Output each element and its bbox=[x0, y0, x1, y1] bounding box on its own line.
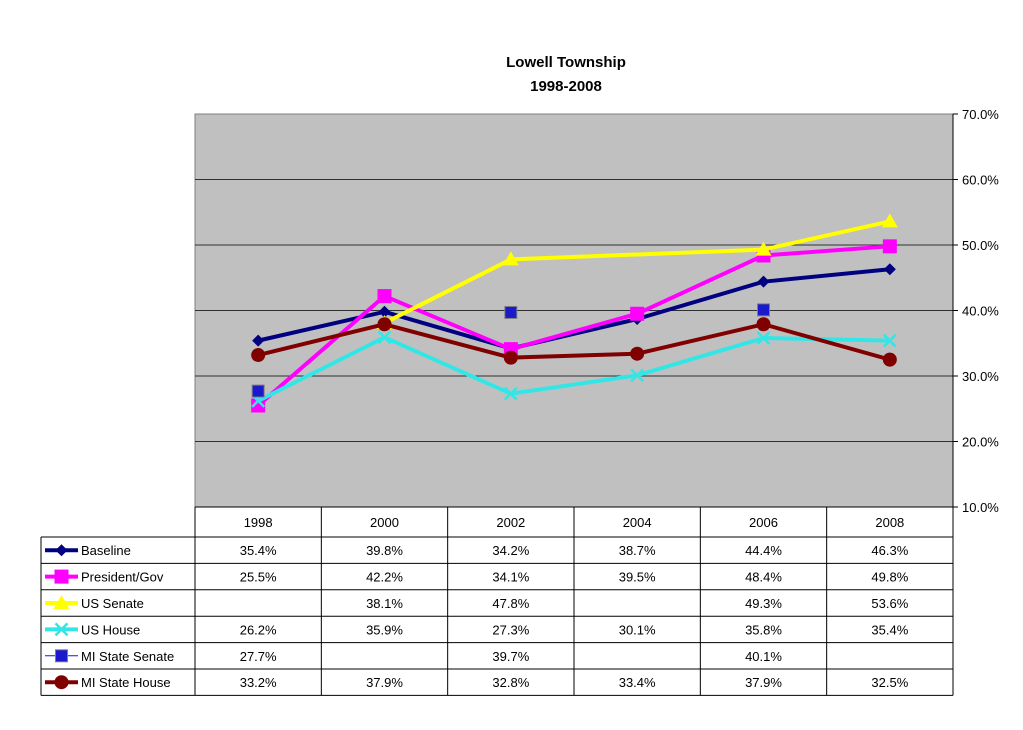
marker-triangle bbox=[502, 251, 519, 266]
data-label: 27.3% bbox=[492, 622, 529, 637]
data-label: 35.8% bbox=[745, 622, 782, 637]
data-label: 33.2% bbox=[240, 675, 277, 690]
marker-diamond bbox=[55, 544, 68, 557]
marker-square bbox=[757, 303, 770, 317]
series-us-house bbox=[251, 330, 897, 408]
marker-circle bbox=[503, 350, 518, 365]
data-label: 33.4% bbox=[619, 675, 656, 690]
marker-circle bbox=[882, 352, 897, 367]
data-label: 35.9% bbox=[366, 622, 403, 637]
data-label: 35.4% bbox=[240, 543, 277, 558]
data-label: 32.5% bbox=[871, 675, 908, 690]
marker-square bbox=[54, 569, 69, 584]
marker-square bbox=[630, 306, 645, 321]
data-label: 53.6% bbox=[871, 596, 908, 611]
marker-diamond bbox=[252, 334, 265, 347]
marker-square bbox=[882, 239, 897, 254]
data-label: 42.2% bbox=[366, 570, 403, 585]
data-label: 32.8% bbox=[492, 675, 529, 690]
series-president-gov bbox=[251, 239, 897, 413]
data-label: 37.9% bbox=[366, 675, 403, 690]
series-line bbox=[257, 322, 891, 362]
y-tick-label: 50.0% bbox=[962, 238, 999, 253]
legend-label: MI State Senate bbox=[81, 649, 174, 664]
y-tick-label: 40.0% bbox=[962, 304, 999, 319]
marker-diamond bbox=[883, 263, 896, 276]
data-label: 47.8% bbox=[492, 596, 529, 611]
x-category-label: 1998 bbox=[244, 515, 273, 530]
marker-x-stroke bbox=[630, 368, 645, 383]
data-label: 34.1% bbox=[492, 570, 529, 585]
marker-diamond bbox=[757, 275, 770, 288]
data-label: 48.4% bbox=[745, 570, 782, 585]
y-tick-label: 20.0% bbox=[962, 435, 999, 450]
data-label: 49.8% bbox=[871, 570, 908, 585]
legend-label: MI State House bbox=[81, 675, 171, 690]
marker-x bbox=[756, 331, 771, 345]
legend-label: Baseline bbox=[81, 543, 131, 558]
data-label: 34.2% bbox=[492, 543, 529, 558]
y-tick-label: 30.0% bbox=[962, 369, 999, 384]
x-category-label: 2004 bbox=[623, 515, 652, 530]
marker-square bbox=[251, 384, 265, 398]
series-line bbox=[257, 335, 890, 403]
series-mi-state-house bbox=[251, 317, 897, 367]
marker-square bbox=[251, 398, 266, 413]
marker-x-stroke bbox=[756, 331, 771, 345]
marker-circle bbox=[756, 317, 771, 332]
series-line bbox=[383, 219, 891, 325]
x-category-label: 2008 bbox=[875, 515, 904, 530]
y-tick-label: 10.0% bbox=[962, 500, 999, 515]
data-label: 37.9% bbox=[745, 675, 782, 690]
marker-x-stroke bbox=[377, 330, 392, 345]
data-label: 39.7% bbox=[492, 649, 529, 664]
marker-x bbox=[54, 622, 69, 637]
marker-x bbox=[503, 386, 518, 401]
data-label: 30.1% bbox=[619, 622, 656, 637]
marker-x-stroke bbox=[54, 622, 69, 637]
x-category-label: 2002 bbox=[496, 515, 525, 530]
legend-label: US House bbox=[81, 622, 140, 637]
marker-diamond bbox=[378, 305, 391, 318]
data-label: 35.4% bbox=[871, 622, 908, 637]
chart-title: Lowell Township bbox=[506, 54, 626, 71]
marker-square bbox=[377, 289, 392, 304]
marker-x-stroke bbox=[503, 386, 518, 401]
marker-circle bbox=[54, 675, 69, 690]
data-label: 39.5% bbox=[619, 570, 656, 585]
marker-triangle bbox=[881, 213, 898, 228]
marker-circle bbox=[377, 317, 392, 332]
data-label: 40.1% bbox=[745, 649, 782, 664]
y-tick-label: 70.0% bbox=[962, 107, 999, 122]
marker-circle bbox=[630, 346, 645, 361]
data-label: 49.3% bbox=[745, 596, 782, 611]
data-label: 38.1% bbox=[366, 596, 403, 611]
marker-x bbox=[377, 330, 392, 345]
marker-x-stroke bbox=[882, 333, 897, 348]
data-label: 25.5% bbox=[240, 570, 277, 585]
marker-x bbox=[882, 333, 897, 348]
marker-circle bbox=[251, 348, 266, 363]
marker-triangle bbox=[53, 595, 70, 609]
data-label: 39.8% bbox=[366, 543, 403, 558]
series-line bbox=[256, 244, 890, 407]
x-category-label: 2000 bbox=[370, 515, 399, 530]
legend-label: President/Gov bbox=[81, 570, 164, 585]
data-label: 44.4% bbox=[745, 543, 782, 558]
legend-label: US Senate bbox=[81, 596, 144, 611]
data-label: 26.2% bbox=[240, 622, 277, 637]
data-label: 38.7% bbox=[619, 543, 656, 558]
marker-triangle bbox=[755, 241, 772, 256]
y-tick-label: 60.0% bbox=[962, 173, 999, 188]
marker-square bbox=[504, 305, 518, 319]
x-category-label: 2006 bbox=[749, 515, 778, 530]
data-label: 46.3% bbox=[871, 543, 908, 558]
marker-square bbox=[55, 649, 68, 663]
series-mi-state-senate bbox=[251, 303, 770, 398]
data-label: 27.7% bbox=[240, 649, 277, 664]
marker-x bbox=[630, 368, 645, 383]
chart-subtitle: 1998-2008 bbox=[530, 78, 602, 95]
